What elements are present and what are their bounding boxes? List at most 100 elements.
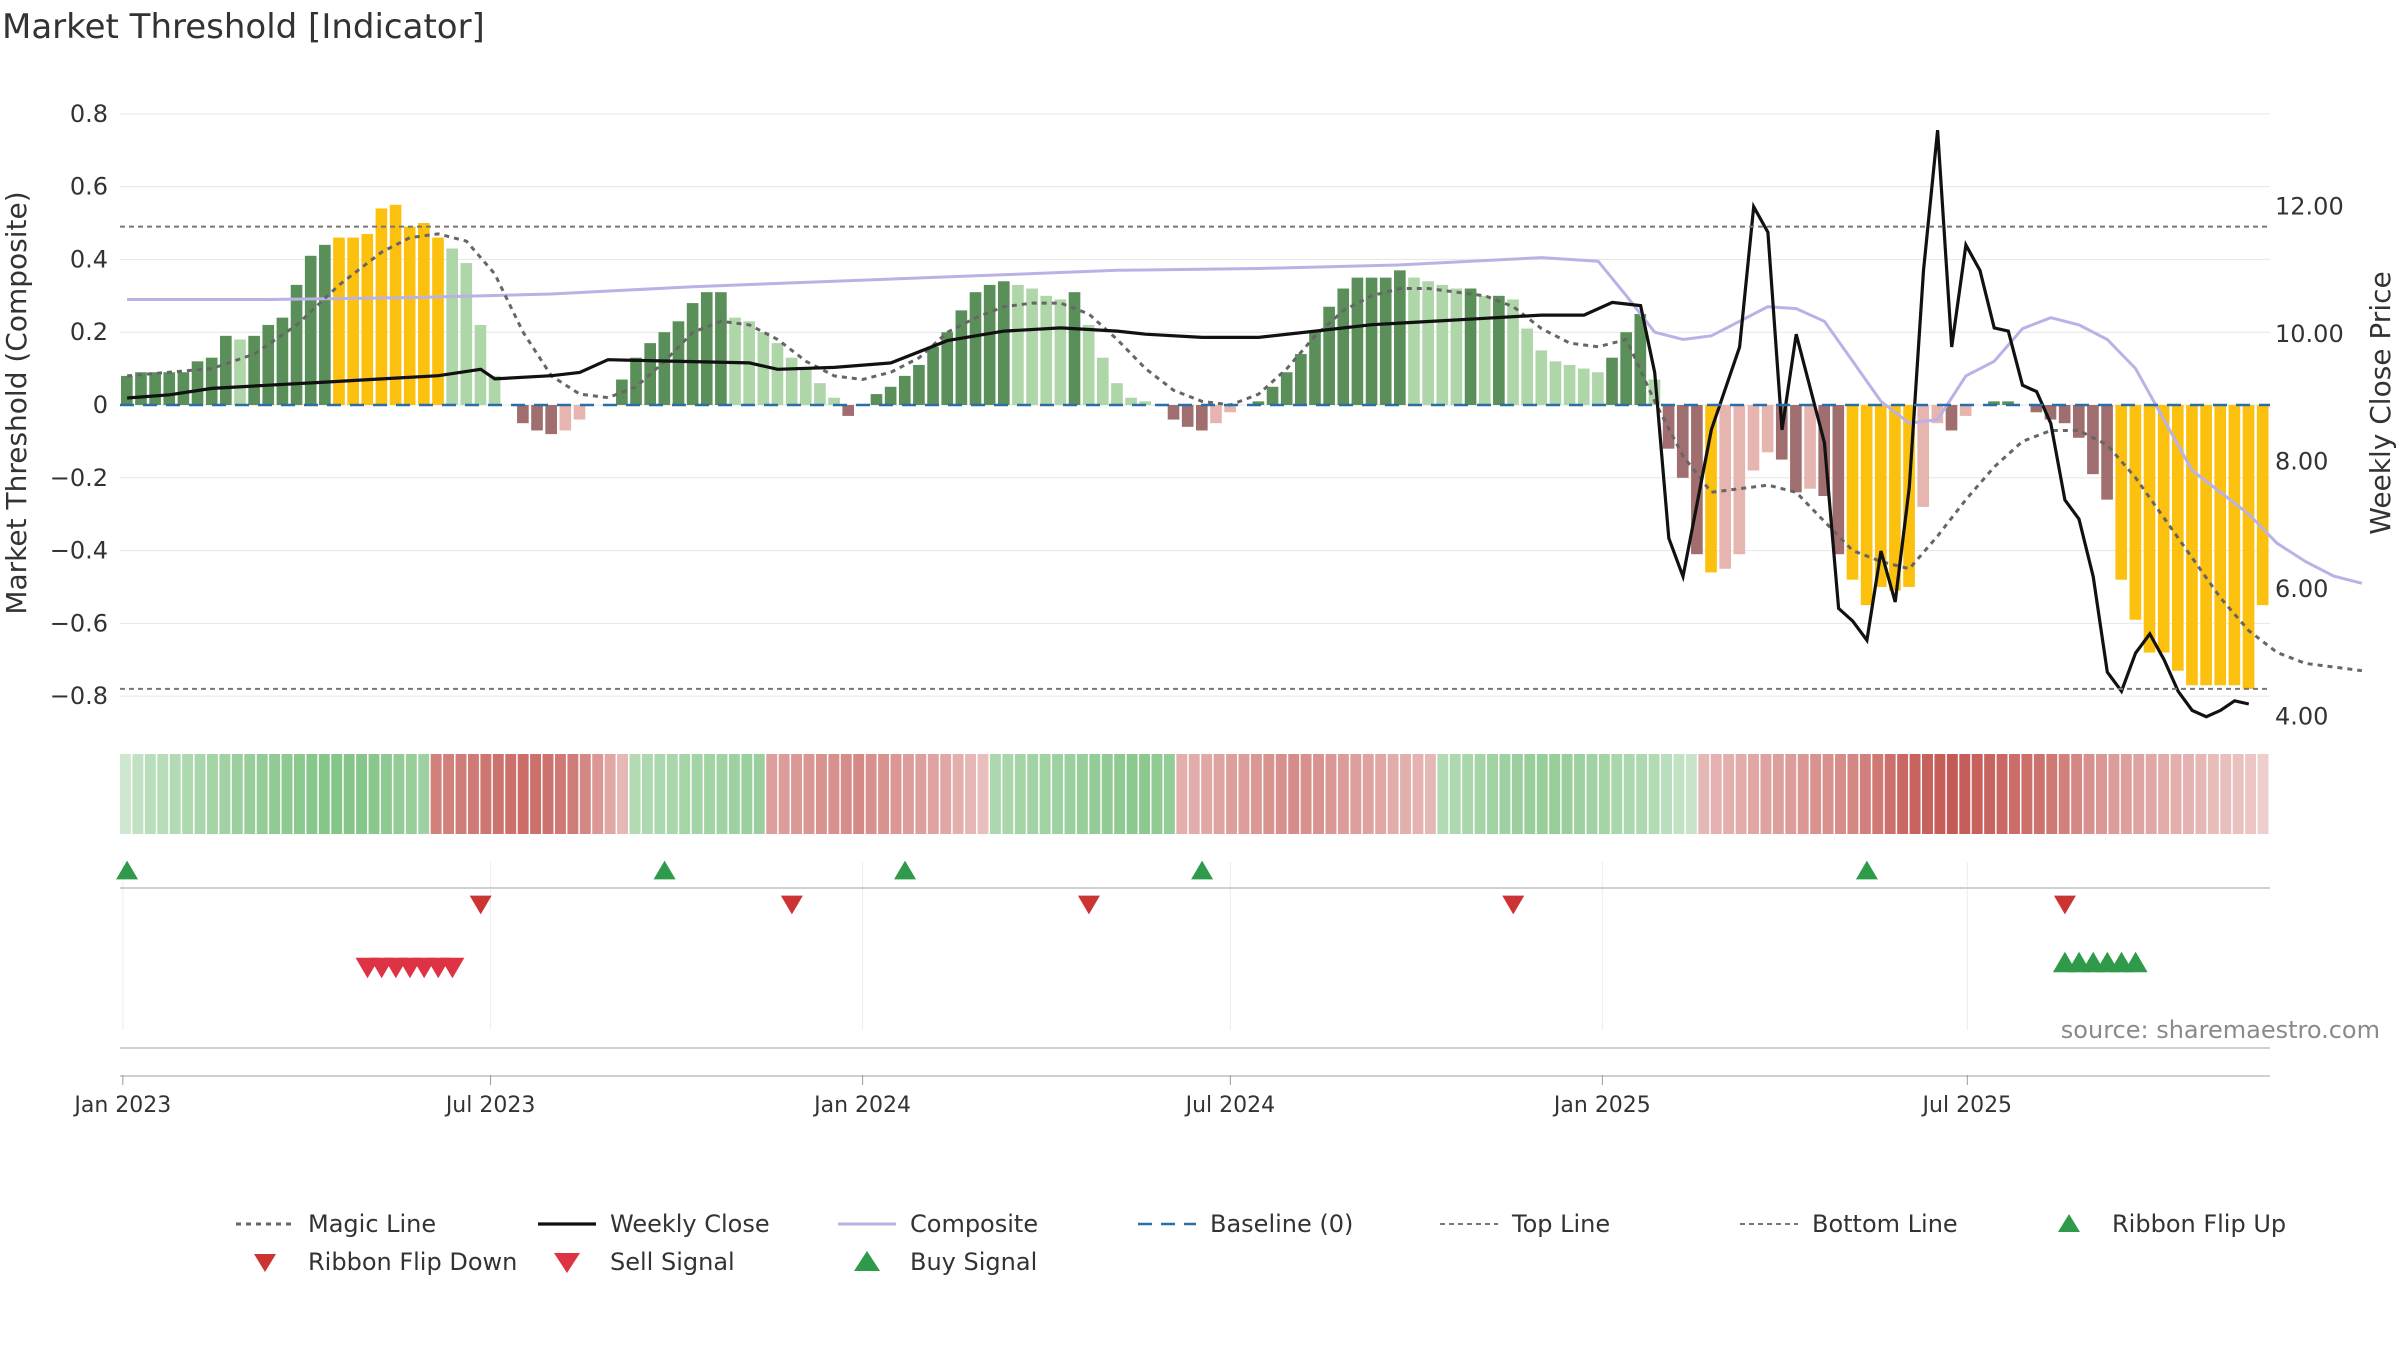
weekly-close-line [126,130,2250,719]
composite-bar [1422,281,1434,405]
composite-bar [1606,357,1618,405]
ribbon-cell [1574,754,1585,834]
ribbon-cell [1375,754,1387,834]
composite-bar [1493,295,1505,405]
composite-bar [2058,405,2071,424]
composite-bar [927,346,939,405]
composite-bar [1351,277,1364,405]
composite-bar [1026,288,1038,405]
composite-bar [1139,401,1152,405]
ribbon-cell [2257,754,2269,834]
ribbon-cell [629,754,641,834]
composite-bar [2030,405,2043,413]
ribbon-cell [306,754,318,834]
composite-bar [913,364,925,405]
ribbon-flip-down-marker [780,895,803,915]
composite-bar [814,383,826,405]
ribbon-cell [1847,754,1859,834]
composite-bar [1577,368,1590,405]
ribbon-cell [2232,754,2244,834]
ribbon-cell [791,754,803,834]
ribbon-flip-up-marker [116,860,139,880]
composite-bar [531,405,543,431]
composite-bar [1832,405,1845,555]
ribbon-cell [1163,754,1175,834]
composite-bar [715,292,727,405]
ribbon-cell [1785,754,1797,834]
composite-bar [2087,405,2099,475]
ribbon-flip-up-marker [1191,860,1214,880]
composite-bar [2101,405,2113,500]
ribbon-cell [2145,754,2157,834]
composite-line [127,256,2363,585]
x-tick-label: Jan 2025 [1552,1093,1651,1118]
composite-bar [1464,288,1477,405]
ribbon-cell [1014,754,1026,834]
composite-bar [545,405,557,435]
composite-bar [1563,364,1576,405]
composite-bar [347,237,359,405]
ribbon-cell [1859,754,1871,834]
ribbon-cell [2195,754,2207,834]
composite-bar [1450,288,1463,405]
ribbon-cell [1462,754,1474,834]
ribbon-cell [890,754,902,834]
ribbon-cell [1611,754,1623,834]
ribbon-cell [1238,754,1250,834]
legend-label-top: Top Line [1511,1210,1610,1238]
composite-bar [1719,405,1731,569]
ribbon-cell [1661,754,1672,834]
composite-bar [1394,270,1406,405]
composite-bar [757,332,770,405]
composite-bar [1181,405,1194,427]
ribbon-cell [2245,754,2257,834]
composite-bar [1379,277,1392,405]
composite-bar [1478,295,1491,405]
ribbon-cell [1027,754,1039,834]
x-tick-label: Jan 2024 [812,1093,911,1118]
ribbon-cell [219,754,231,834]
composite-bar [2143,405,2156,653]
composite-bar [248,335,260,405]
ribbon-cell [380,754,392,834]
ribbon-cell [803,754,815,834]
chart-title: Market Threshold [Indicator] [2,7,485,47]
ribbon-cell [1698,754,1710,834]
legend-label-buy: Buy Signal [910,1248,1037,1276]
ribbon-cell [343,754,355,834]
composite-bar [1860,405,1873,606]
ribbon-cell [1536,754,1548,834]
ribbon-cell [679,754,691,834]
ribbon-cell [1710,754,1722,834]
ribbon-cell [281,754,293,834]
ribbon-cell [567,754,579,834]
ribbon-cell [592,754,604,834]
composite-bar [389,204,402,405]
composite-bar [1846,405,1859,580]
ribbon-cell [405,754,417,834]
ribbon-cell [1449,754,1461,834]
composite-bar [205,357,218,405]
composite-bar [1280,372,1293,405]
y-axis-title: Market Threshold (Composite) [0,191,33,614]
composite-bar [2256,405,2269,606]
ribbon-cell [2046,754,2058,834]
ribbon-cell [530,754,542,834]
ribbon-cell [2058,754,2070,834]
composite-bar [2242,405,2255,689]
composite-bar [1012,284,1024,405]
ribbon-cell [206,754,218,834]
y2-axis-title: Weekly Close Price [2364,271,2397,534]
composite-bar [828,397,840,405]
ribbon-cell [691,754,703,834]
composite-bars [121,204,2269,689]
composite-bar [1224,405,1236,413]
ribbon-cell [1337,754,1349,834]
composite-bar [319,244,331,405]
composite-bar [2044,405,2057,420]
ribbon-cell [443,754,455,834]
ribbon-cell [492,754,504,834]
ribbon-cell [1822,754,1834,834]
